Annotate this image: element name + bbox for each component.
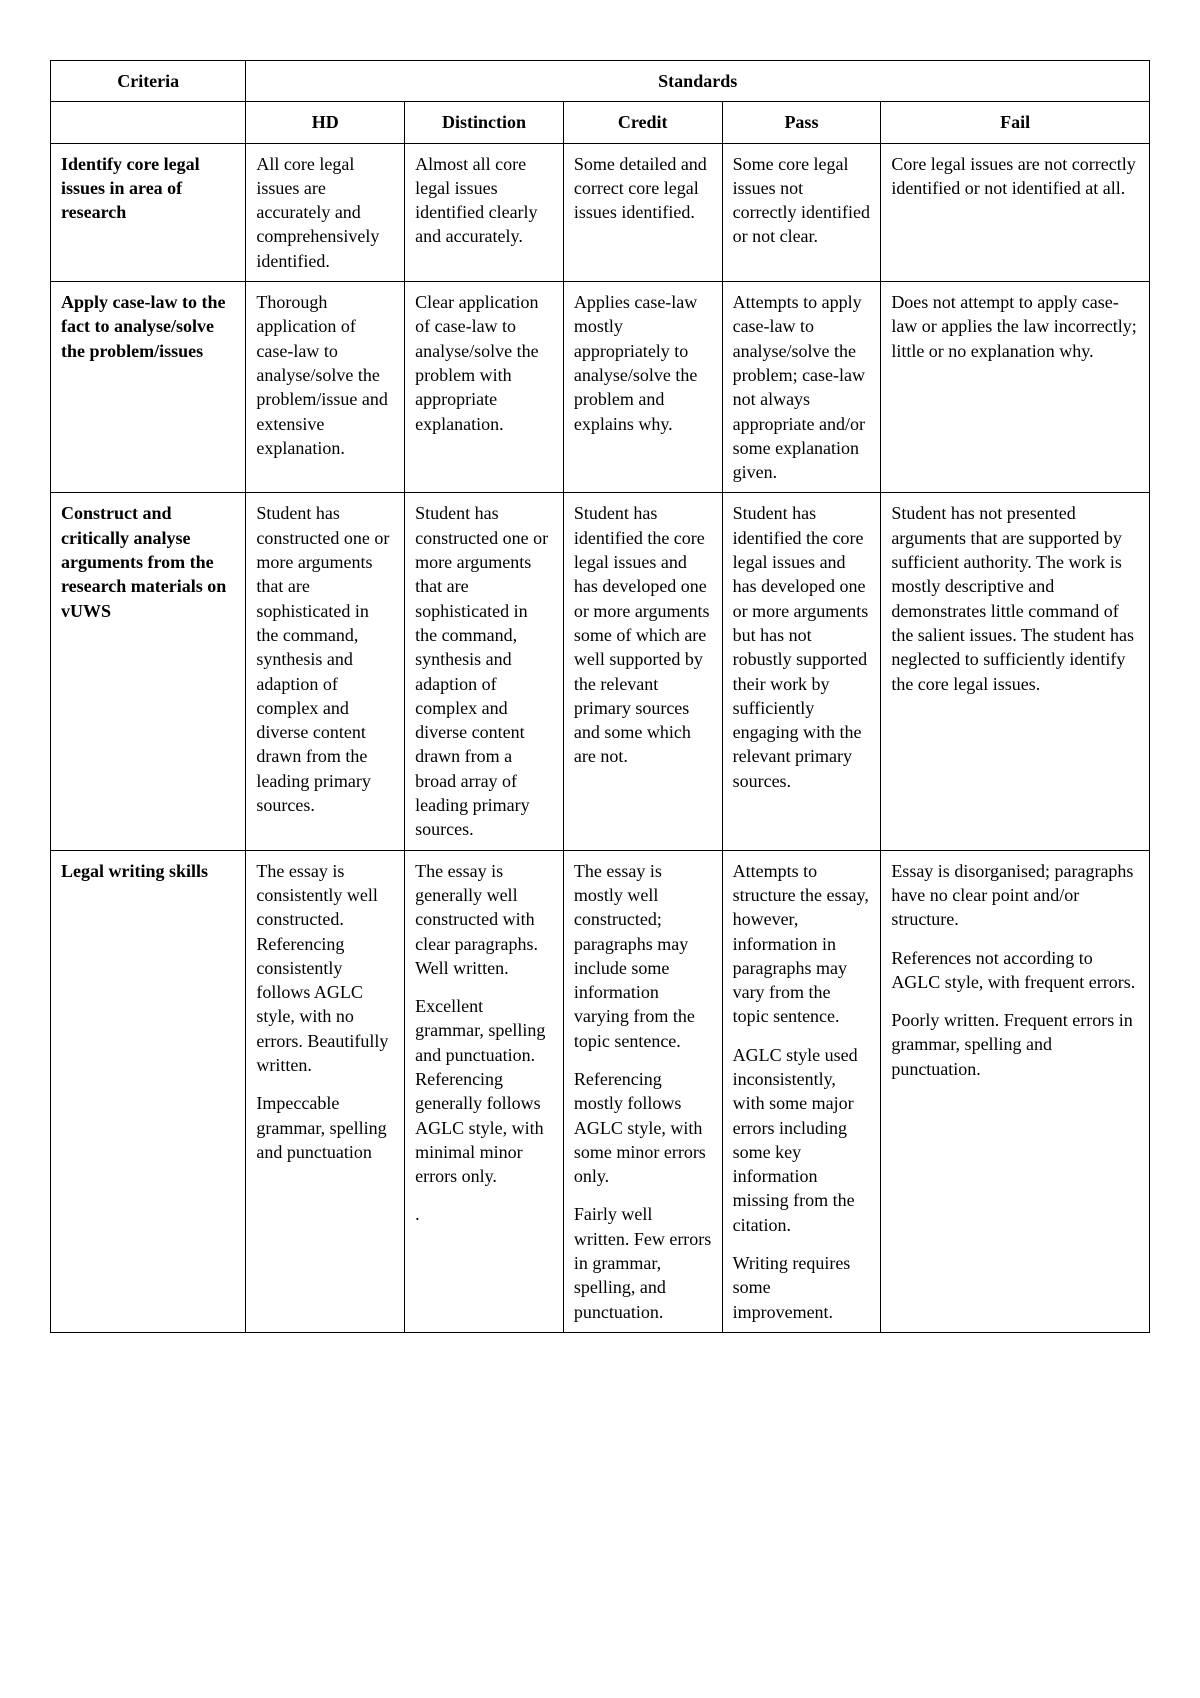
hd-cell: Student has constructed one or more argu… bbox=[246, 493, 405, 850]
table-header-row-1: Criteria Standards bbox=[51, 61, 1150, 102]
fail-cell: Essay is disorganised; paragraphs have n… bbox=[881, 850, 1150, 1332]
standards-header: Standards bbox=[246, 61, 1150, 102]
cell-para: Fairly well written. Few errors in gramm… bbox=[574, 1202, 712, 1323]
criteria-cell: Apply case-law to the fact to analyse/so… bbox=[51, 282, 246, 493]
pass-cell: Attempts to apply case-law to analyse/so… bbox=[722, 282, 881, 493]
credit-cell: Student has identified the core legal is… bbox=[563, 493, 722, 850]
credit-cell: Applies case-law mostly appropriately to… bbox=[563, 282, 722, 493]
cell-para: The essay is mostly well constructed; pa… bbox=[574, 859, 712, 1053]
distinction-cell: The essay is generally well constructed … bbox=[405, 850, 564, 1332]
credit-cell: Some detailed and correct core legal iss… bbox=[563, 143, 722, 281]
hd-cell: The essay is consistently well construct… bbox=[246, 850, 405, 1332]
cell-para: AGLC style used inconsistently, with som… bbox=[733, 1043, 871, 1237]
cell-para: The essay is generally well constructed … bbox=[415, 859, 553, 980]
table-row: Legal writing skills The essay is consis… bbox=[51, 850, 1150, 1332]
rubric-table: Criteria Standards HD Distinction Credit… bbox=[50, 60, 1150, 1333]
credit-cell: The essay is mostly well constructed; pa… bbox=[563, 850, 722, 1332]
distinction-header: Distinction bbox=[405, 102, 564, 143]
fail-cell: Core legal issues are not correctly iden… bbox=[881, 143, 1150, 281]
hd-header: HD bbox=[246, 102, 405, 143]
pass-cell: Attempts to structure the essay, however… bbox=[722, 850, 881, 1332]
hd-cell: All core legal issues are accurately and… bbox=[246, 143, 405, 281]
pass-cell: Some core legal issues not correctly ide… bbox=[722, 143, 881, 281]
pass-header: Pass bbox=[722, 102, 881, 143]
credit-header: Credit bbox=[563, 102, 722, 143]
pass-cell: Student has identified the core legal is… bbox=[722, 493, 881, 850]
table-row: Apply case-law to the fact to analyse/so… bbox=[51, 282, 1150, 493]
cell-para: Writing requires some improvement. bbox=[733, 1251, 871, 1324]
distinction-cell: Student has constructed one or more argu… bbox=[405, 493, 564, 850]
distinction-cell: Almost all core legal issues identified … bbox=[405, 143, 564, 281]
table-header-row-2: HD Distinction Credit Pass Fail bbox=[51, 102, 1150, 143]
distinction-cell: Clear application of case-law to analyse… bbox=[405, 282, 564, 493]
criteria-subheader bbox=[51, 102, 246, 143]
cell-para: Attempts to structure the essay, however… bbox=[733, 859, 871, 1029]
cell-para: References not according to AGLC style, … bbox=[891, 946, 1139, 995]
table-row: Construct and critically analyse argumen… bbox=[51, 493, 1150, 850]
cell-para: Excellent grammar, spelling and punctuat… bbox=[415, 994, 553, 1188]
cell-para: . bbox=[415, 1202, 553, 1226]
cell-para: Referencing mostly follows AGLC style, w… bbox=[574, 1067, 712, 1188]
criteria-cell: Legal writing skills bbox=[51, 850, 246, 1332]
cell-para: Poorly written. Frequent errors in gramm… bbox=[891, 1008, 1139, 1081]
table-row: Identify core legal issues in area of re… bbox=[51, 143, 1150, 281]
criteria-header: Criteria bbox=[51, 61, 246, 102]
criteria-cell: Construct and critically analyse argumen… bbox=[51, 493, 246, 850]
cell-para: The essay is consistently well construct… bbox=[256, 859, 394, 1078]
cell-para: Impeccable grammar, spelling and punctua… bbox=[256, 1091, 394, 1164]
hd-cell: Thorough application of case-law to anal… bbox=[246, 282, 405, 493]
fail-cell: Student has not presented arguments that… bbox=[881, 493, 1150, 850]
criteria-cell: Identify core legal issues in area of re… bbox=[51, 143, 246, 281]
fail-cell: Does not attempt to apply case-law or ap… bbox=[881, 282, 1150, 493]
cell-para: Essay is disorganised; paragraphs have n… bbox=[891, 859, 1139, 932]
fail-header: Fail bbox=[881, 102, 1150, 143]
